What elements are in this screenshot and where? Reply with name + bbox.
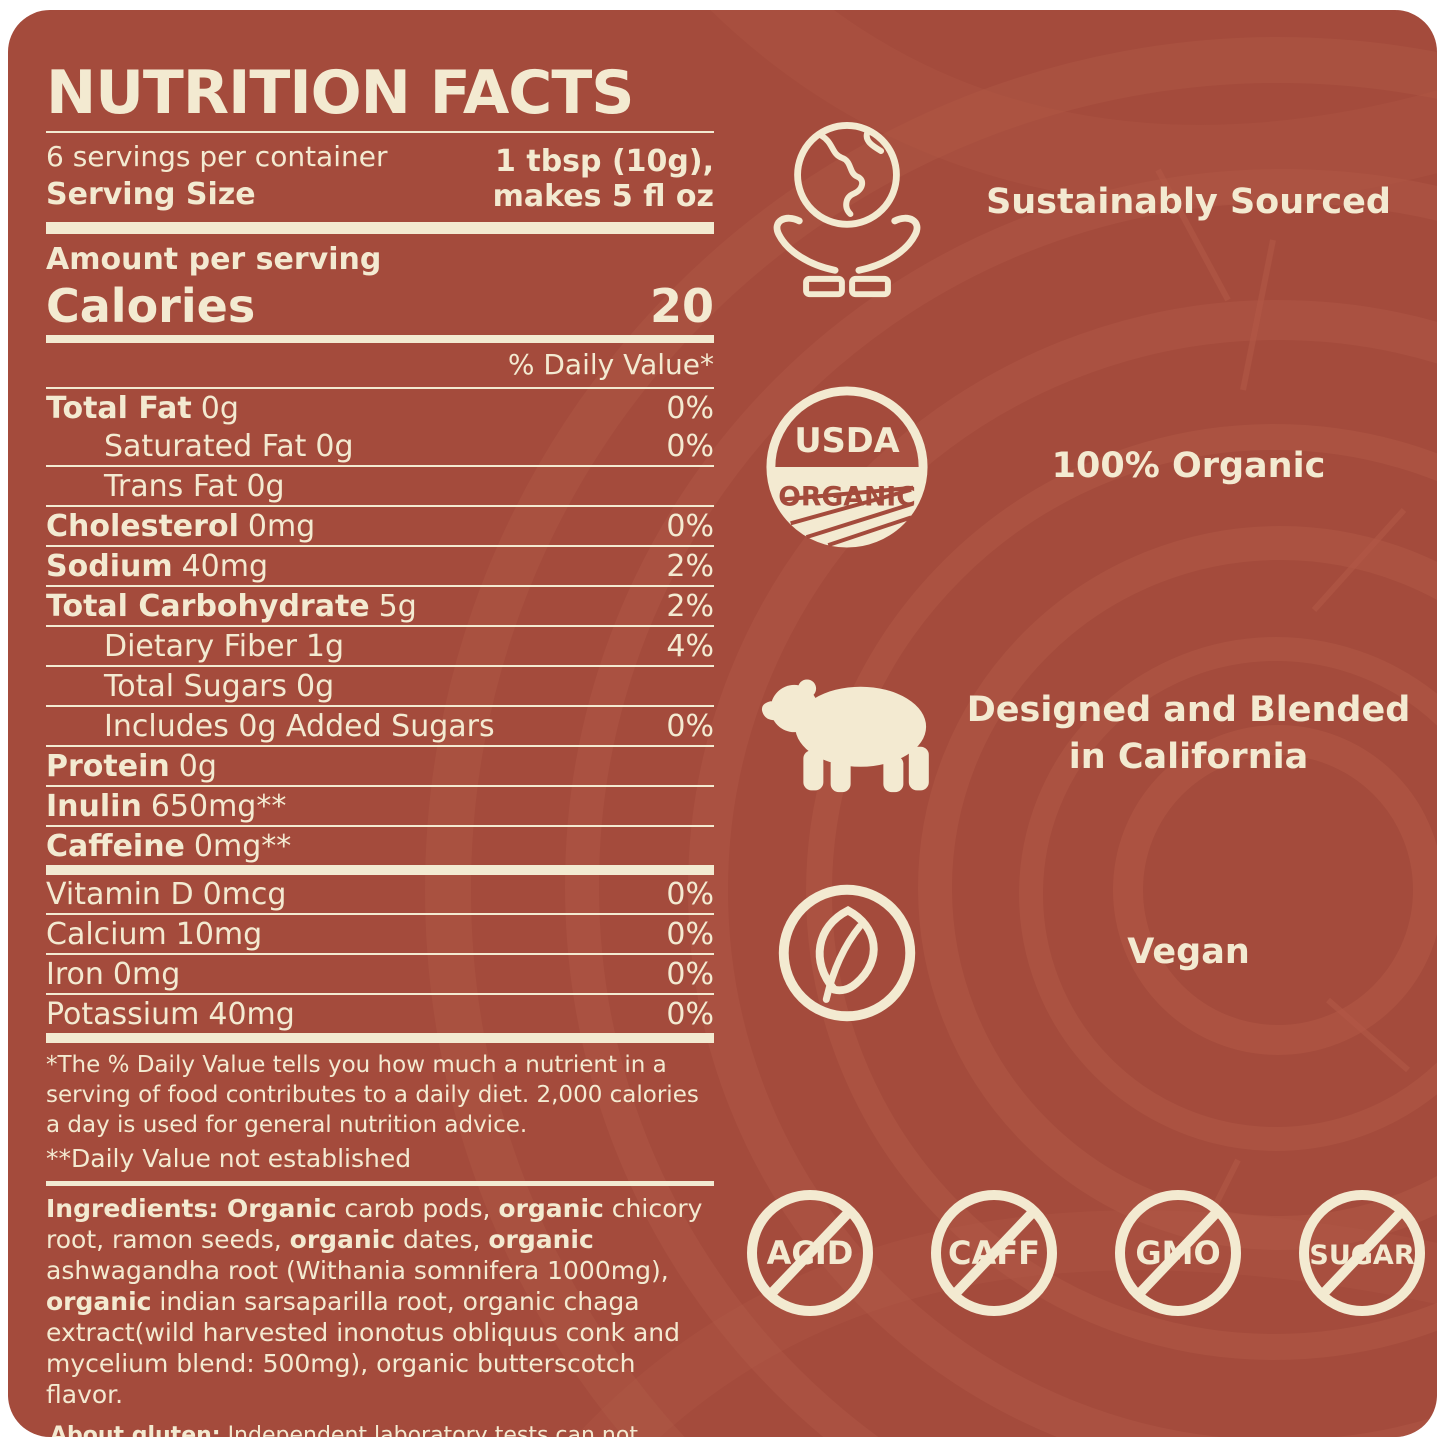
serving-size-value: 1 tbsp (10g), makes 5 fl oz xyxy=(492,144,714,214)
nutrient-dv: 0% xyxy=(666,391,714,426)
footnote: *The % Daily Value tells you how much a … xyxy=(46,1052,699,1173)
no-sugar-icon: SUGAR xyxy=(1296,1187,1428,1319)
nutrient-name: Inulin xyxy=(46,789,142,824)
nutrient-row: Total Sugars 0g xyxy=(46,665,714,705)
nutrient-name: Total Carbohydrate xyxy=(46,589,370,624)
nutrient-amount: 0g xyxy=(246,469,285,504)
servings-per-container: 6 servings per container xyxy=(46,140,388,173)
badge-sustainably-sourced: Sustainably Sourced xyxy=(744,105,1428,300)
badge-100-organic: USDA ORGANIC 100% Organic xyxy=(744,378,1428,556)
california-bear-icon xyxy=(744,661,949,807)
nutrient-name: Trans Fat xyxy=(104,469,238,504)
badge-label: Vegan xyxy=(1127,931,1250,972)
nutrient-row: Trans Fat 0g xyxy=(46,465,714,505)
nutrient-dv: 0% xyxy=(666,709,714,744)
nutrient-row: Total Carbohydrate 5g 2% xyxy=(46,585,714,625)
divider xyxy=(46,131,714,133)
gluten-paragraph: About gluten: Independent laboratory tes… xyxy=(50,1423,638,1437)
calories-label: Calories xyxy=(46,279,256,333)
nutrient-row: Protein 0g xyxy=(46,745,714,785)
divider xyxy=(46,1181,714,1187)
usda-seal-top-text: USDA xyxy=(794,421,899,460)
nutrient-name: Cholesterol xyxy=(46,509,239,544)
badge-label: Sustainably Sourced xyxy=(986,181,1391,222)
nutrient-row: Caffeine 0mg** xyxy=(46,825,714,865)
free-from-row: ACID CAFF GMO SUGAR xyxy=(744,1178,1428,1328)
nutrient-row: Calcium 10mg 0% xyxy=(46,913,714,953)
nutrient-amount: 0g xyxy=(178,749,217,784)
nutrient-amount: 40mg xyxy=(181,549,269,584)
nutrient-name: Iron xyxy=(46,957,104,992)
badge-designed-blended: Designed and Blended in California xyxy=(744,645,1428,823)
no-caff-icon: CAFF xyxy=(928,1187,1060,1319)
nutrient-row: Cholesterol 0mg 0% xyxy=(46,505,714,545)
nutrient-dv: 0% xyxy=(666,877,714,912)
amount-per-serving-label: Amount per serving xyxy=(46,242,382,277)
nutrient-amount: 0mg xyxy=(112,957,181,992)
nutrition-panel: NUTRITION FACTS 6 servings per container… xyxy=(46,62,714,1437)
nutrient-name: Potassium xyxy=(46,997,200,1032)
nutrient-name: Dietary Fiber xyxy=(104,629,297,664)
daily-value-header: % Daily Value* xyxy=(46,343,714,389)
serving-info: 6 servings per container Serving Size 1 … xyxy=(46,140,714,214)
nutrient-name: Sodium xyxy=(46,549,173,584)
serving-size-label: Serving Size xyxy=(46,177,256,213)
nutrient-dv: 0% xyxy=(666,509,714,544)
nutrient-row: Sodium 40mg 2% xyxy=(46,545,714,585)
nutrient-amount: 0g xyxy=(315,429,354,464)
nutrient-amount: 5g xyxy=(378,589,417,624)
nutrient-amount: 650mg** xyxy=(150,789,287,824)
nutrient-row: Vitamin D 0mcg 0% xyxy=(46,875,714,913)
nutrient-amount: 40mg xyxy=(208,997,295,1032)
nutrient-row: Dietary Fiber 1g 4% xyxy=(46,625,714,665)
ingredients-paragraph: Ingredients: Organic carob pods, organic… xyxy=(46,1194,703,1410)
usda-organic-icon: USDA ORGANIC xyxy=(744,383,949,551)
nutrient-row: Includes 0g Added Sugars 0% xyxy=(46,705,714,745)
nutrient-name: Caffeine xyxy=(46,829,185,864)
nutrient-name: Vitamin D xyxy=(46,877,194,912)
calories-row: Calories 20 xyxy=(46,279,714,333)
nutrient-amount: 0mg xyxy=(247,509,316,544)
divider xyxy=(46,865,714,875)
nutrient-row: Iron 0mg 0% xyxy=(46,953,714,993)
nutrient-dv: 2% xyxy=(666,549,714,584)
nutrient-row: Total Fat 0g 0% xyxy=(46,389,714,427)
nutrient-row: Saturated Fat 0g 0% xyxy=(46,427,714,465)
nutrient-dv: 0% xyxy=(666,917,714,952)
nutrient-dv: 0% xyxy=(666,957,714,992)
leaf-icon xyxy=(744,869,949,1037)
divider xyxy=(46,222,714,234)
divider xyxy=(46,1033,714,1043)
nutrient-name: Includes 0g Added Sugars xyxy=(104,709,495,744)
nutrient-name: Total Sugars xyxy=(104,669,288,704)
badge-label: Designed and Blended in California xyxy=(966,689,1411,777)
divider xyxy=(46,335,714,343)
nutrient-name: Calcium xyxy=(46,917,167,952)
label-card: NUTRITION FACTS 6 servings per container… xyxy=(8,10,1437,1437)
nutrient-row: Inulin 650mg** xyxy=(46,785,714,825)
nutrient-dv: 0% xyxy=(666,429,714,464)
nutrient-amount: 10mg xyxy=(175,917,263,952)
nutrient-amount: 0mcg xyxy=(202,877,287,912)
nutrient-amount: 0mg** xyxy=(193,829,292,864)
nutrient-amount: 1g xyxy=(305,629,345,664)
no-gmo-icon: GMO xyxy=(1112,1187,1244,1319)
calories-value: 20 xyxy=(649,279,714,333)
nutrition-title: NUTRITION FACTS xyxy=(46,58,634,128)
no-acid-icon: ACID xyxy=(744,1187,876,1319)
nutrient-name: Total Fat xyxy=(46,391,192,426)
nutrient-dv: 0% xyxy=(666,997,714,1032)
nutrient-amount: 0g xyxy=(296,669,335,704)
nutrient-rows: Total Fat 0g 0% Saturated Fat 0g 0% Trans Fat 0… xyxy=(46,389,714,865)
nutrient-name: Protein xyxy=(46,749,170,784)
nutrient-row: Potassium 40mg 0% xyxy=(46,993,714,1033)
vitamin-rows: Vitamin D 0mcg 0% Calcium 10mg 0% Iron 0mg 0% Pot… xyxy=(46,875,714,1033)
nutrient-name: Saturated Fat xyxy=(104,429,307,464)
badge-vegan: Vegan xyxy=(744,860,1428,1045)
nutrient-dv: 2% xyxy=(666,589,714,624)
globe-hands-icon xyxy=(744,105,949,301)
badge-label: 100% Organic xyxy=(1051,446,1326,487)
nutrient-amount: 0g xyxy=(200,391,239,426)
nutrient-dv: 4% xyxy=(666,629,714,664)
